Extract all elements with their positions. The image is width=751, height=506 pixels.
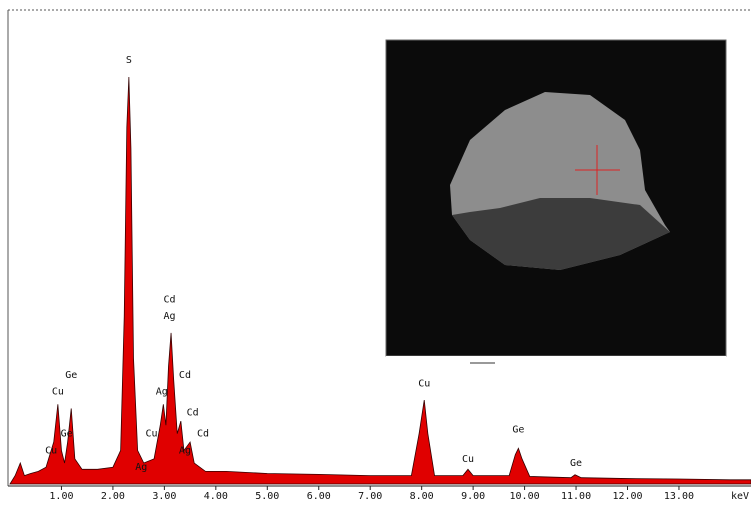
peak-label: Cu	[418, 378, 430, 389]
x-tick-label: 6.00	[307, 491, 331, 502]
peak-label: Ag	[163, 311, 175, 322]
peak-label: Cd	[187, 408, 199, 419]
x-tick-label: 10.00	[510, 491, 540, 502]
x-tick-label: 8.00	[410, 491, 434, 502]
peak-label: Cd	[179, 370, 191, 381]
peak-label: Cd	[197, 429, 209, 440]
sem-inset	[386, 40, 726, 370]
peak-label: Cu	[145, 429, 157, 440]
x-tick-label: 2.00	[101, 491, 125, 502]
peak-label: Cu	[52, 387, 64, 398]
peak-label: Cd	[163, 294, 175, 305]
x-tick-label: 3.00	[152, 491, 176, 502]
peak-label: Ge	[61, 429, 73, 440]
peak-label: Ge	[65, 370, 77, 381]
peak-label: Cu	[462, 454, 474, 465]
x-tick-label: 1.00	[49, 491, 73, 502]
peak-label: Ag	[135, 462, 147, 473]
x-tick-label: 7.00	[358, 491, 382, 502]
x-tick-label: 4.00	[204, 491, 228, 502]
peak-label: Ag	[156, 387, 168, 398]
inset-footer	[386, 356, 726, 370]
x-tick-label: 12.00	[612, 491, 642, 502]
peak-label: S	[126, 55, 132, 66]
peak-label: Ge	[570, 458, 582, 469]
chart: keV 1.00 2.00 3.00 4.00 5.00 6.00 7.00 8.00 9.00…	[0, 0, 751, 506]
peak-label: Ge	[512, 424, 524, 435]
x-axis-label: keV	[731, 491, 749, 502]
x-tick-label: 13.00	[664, 491, 694, 502]
peak-label: Cu	[45, 445, 57, 456]
peak-label: Ag	[179, 445, 191, 456]
x-tick-label: 9.00	[461, 491, 485, 502]
x-tick-label: 5.00	[255, 491, 279, 502]
x-tick-label: 11.00	[561, 491, 591, 502]
